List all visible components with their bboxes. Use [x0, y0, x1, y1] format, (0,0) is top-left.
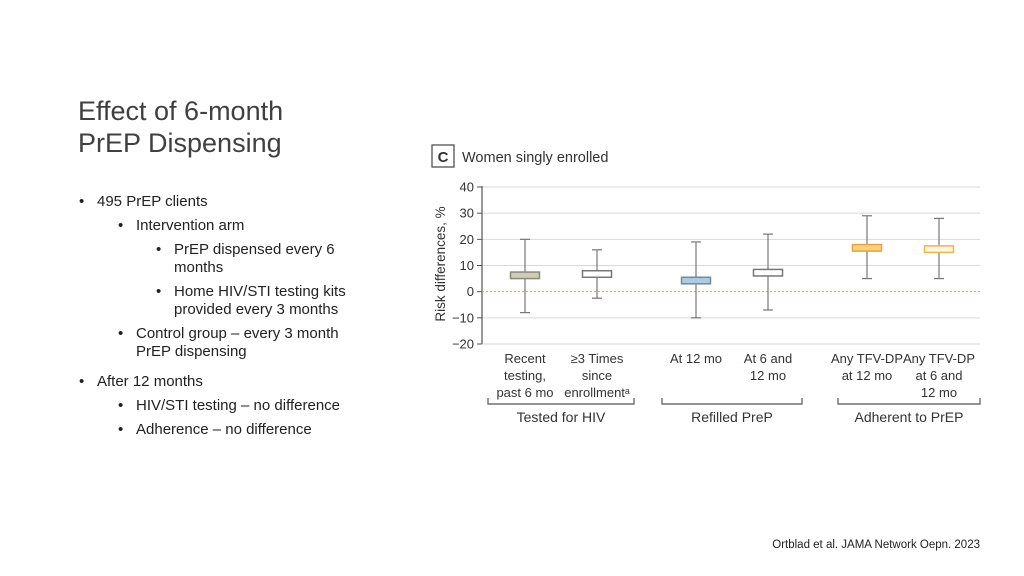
- y-tick-label: 10: [460, 258, 474, 273]
- box-rect: [923, 245, 955, 254]
- bullet-1-2: Control group – every 3 month PrEP dispe…: [118, 325, 366, 361]
- bullet-1-1: Intervention arm: [118, 217, 376, 235]
- gridlines: [482, 186, 980, 345]
- box-rect: [509, 271, 541, 280]
- title-line-2: PrEP Dispensing: [78, 128, 282, 158]
- x-tick-label: 12 mo: [921, 385, 957, 400]
- y-tick-label: 0: [467, 284, 474, 299]
- bullet-1-1-1: PrEP dispensed every 6 months: [156, 241, 354, 277]
- group-brackets: Tested for HIV Refilled PreP Adherent to P…: [487, 398, 981, 425]
- panel-label: C: [438, 149, 449, 166]
- box-4: [752, 233, 784, 311]
- y-tick-label: −10: [452, 310, 474, 325]
- x-tick-label: At 6 and: [744, 351, 792, 366]
- box-rect: [680, 276, 712, 285]
- bullet-list-2: After 12 months: [79, 373, 377, 391]
- x-tick-label: since: [582, 368, 612, 383]
- group-label: Adherent to PrEP: [855, 409, 964, 425]
- group-label: Tested for HIV: [517, 409, 606, 425]
- x-tick-label: at 6 and: [916, 368, 963, 383]
- slide-title: Effect of 6-month PrEP Dispensing: [78, 95, 283, 159]
- bullet-list-l3: PrEP dispensed every 6 months Home HIV/S…: [156, 241, 354, 319]
- bullet-2-2: Adherence – no difference: [118, 421, 396, 439]
- box-6: [923, 217, 955, 280]
- bullet-list-l2b: Control group – every 3 month PrEP dispe…: [118, 325, 366, 361]
- x-tick-label: enrollmentᵃ: [564, 385, 630, 400]
- box-rect: [752, 268, 784, 277]
- group-bracket: [661, 398, 803, 405]
- box-2: [581, 249, 613, 299]
- y-tick-label: −20: [452, 337, 474, 352]
- x-tick-label: testing,: [504, 368, 546, 383]
- box-rect: [851, 243, 883, 252]
- x-tick-label: At 12 mo: [670, 351, 722, 366]
- box-rect: [581, 269, 613, 279]
- group-label: Refilled PreP: [691, 409, 773, 425]
- bullet-2-1: HIV/STI testing – no difference: [118, 397, 396, 415]
- citation: Ortblad et al. JAMA Network Oepn. 2023: [772, 539, 980, 551]
- box-3: [680, 241, 712, 319]
- y-tick-label: 40: [460, 180, 474, 195]
- x-tick-label: Recent: [504, 351, 546, 366]
- x-labels: Recent testing, past 6 mo ≥3 Times since enro…: [496, 351, 975, 400]
- bullet-1-1-2: Home HIV/STI testing kits provided every…: [156, 283, 354, 319]
- y-axis-label: Risk differences, %: [433, 206, 448, 321]
- bullet-list: 495 PrEP clients: [79, 193, 377, 211]
- group-bracket: [487, 398, 635, 405]
- x-tick-label: past 6 mo: [496, 385, 553, 400]
- x-tick-label: Any TFV-DP: [831, 351, 903, 366]
- boxes: [509, 215, 955, 319]
- box-1: [509, 238, 541, 314]
- chart-title: Women singly enrolled: [462, 150, 608, 166]
- bullet-list-l2a: Intervention arm: [118, 217, 376, 235]
- box-plot-chart: C Women singly enrolled Risk differences…: [431, 144, 981, 425]
- panel-label-box: [431, 144, 455, 168]
- group-bracket: [837, 398, 981, 405]
- x-tick-label: ≥3 Times: [571, 351, 624, 366]
- y-tick-label: 30: [460, 206, 474, 221]
- title-line-1: Effect of 6-month: [78, 96, 284, 126]
- bullet-list-2-sub: HIV/STI testing – no difference Adherenc…: [118, 397, 396, 439]
- box-5: [851, 215, 883, 280]
- x-tick-label: 12 mo: [750, 368, 786, 383]
- x-tick-label: at 12 mo: [842, 368, 893, 383]
- y-tick-label: 20: [460, 232, 474, 247]
- bullet-1: 495 PrEP clients: [79, 193, 377, 211]
- y-ticks: −20 −10 0 10 20 30 40: [452, 180, 483, 352]
- bullet-2: After 12 months: [79, 373, 377, 391]
- x-tick-label: Any TFV-DP: [903, 351, 975, 366]
